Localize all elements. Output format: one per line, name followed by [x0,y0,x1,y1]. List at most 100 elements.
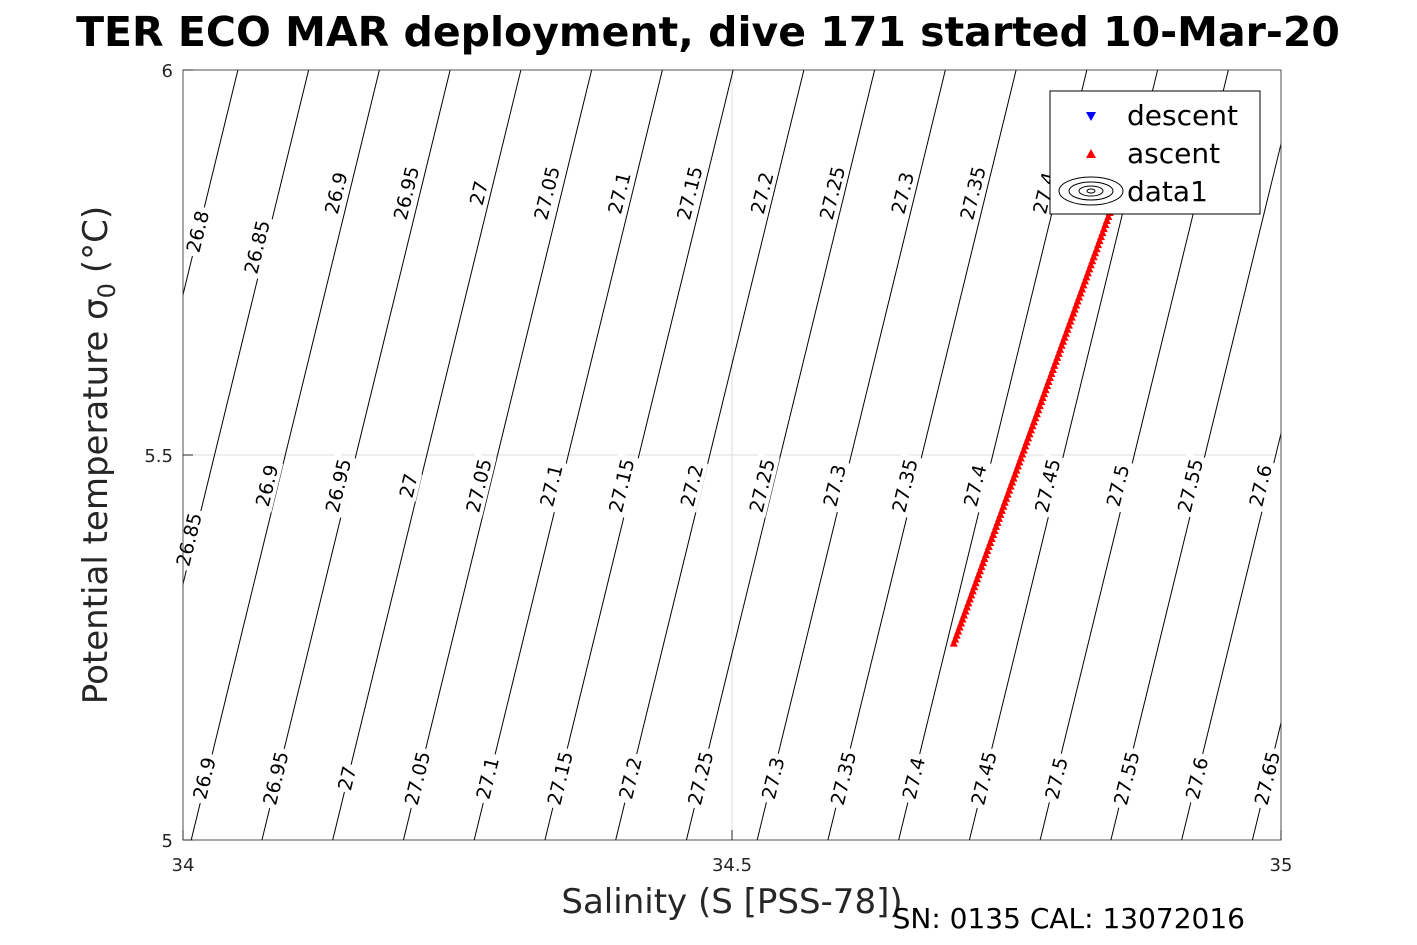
ascent-point [958,614,967,623]
ascent-point [1067,312,1076,321]
contour-label: 27 [394,469,423,502]
ascent-point [1082,272,1091,281]
ascent-point [961,606,970,615]
ascent-point [1069,308,1078,317]
ascent-point [992,521,1001,530]
ascent-point [1070,304,1079,313]
ascent-point [1045,373,1054,381]
ascent-point [1002,493,1011,502]
contour-label-bg [394,469,423,502]
contour-label-bg [187,751,221,806]
ascent-point [1038,393,1047,402]
ascent-point [981,550,990,559]
ascent-point [1079,280,1088,289]
contour-label-bg [743,453,780,518]
ascent-point [976,566,985,575]
legend-box [1049,90,1261,215]
ascent-point [1053,352,1062,361]
contour-label-bg [238,214,275,280]
contour-label-bg [1179,751,1214,806]
ascent-point [1032,409,1041,418]
contour-label-bg [1248,745,1285,811]
ascent-point [970,582,979,591]
ascent-point [1088,256,1097,265]
ascent-point [1041,385,1050,394]
grid-lines [183,70,1281,840]
ascent-point [1027,425,1036,434]
ascent-point [1037,397,1046,406]
ascent-point [1089,252,1098,261]
contour-label: 27 [464,176,493,210]
contour-label-bg [817,458,851,513]
contour-label-bg [180,204,215,259]
ascent-point [955,622,964,631]
ascent-point [997,505,1006,514]
contour-label-bg [1172,453,1208,518]
contour-label-bg [249,458,284,513]
ascent-point [978,558,987,567]
ascent-point [1024,433,1033,442]
ascent-point [1098,228,1107,237]
ascent-point [1092,244,1101,253]
ascent-point [1003,489,1012,498]
ascent-point [983,546,992,555]
ascent-point [1011,469,1020,478]
ascent-point [1059,336,1068,345]
ascent-point [1062,328,1071,337]
legend-data1-label: data1 [1127,175,1208,208]
contour-label-bg [170,507,207,572]
legend: descent ascent data1 [1049,90,1261,215]
y-axis-label: Potential temperature σ0 (°C) [76,206,121,704]
ascent-point [959,610,968,619]
ascent-point [993,517,1002,526]
ascent-point [1050,360,1059,369]
contour-line-26.8 [183,70,239,297]
y-tick-label: 5.5 [144,446,173,467]
contour-label-bg [671,160,708,226]
x-tick-label: 34 [172,855,195,876]
contour-label-bg [674,458,709,513]
ascent-point [1025,429,1034,438]
ascent-point [968,586,977,595]
ascent-point [1028,421,1037,430]
contour-label-bg [745,166,779,220]
ascent-point [1022,437,1031,446]
ascent-point [971,578,980,587]
ascent-point [989,529,998,538]
ascent-point [987,534,996,542]
ascent-point [984,542,993,551]
ascent-point [990,525,999,534]
ascent-point [1104,212,1113,220]
ascent-point [1009,473,1018,482]
ascent-point [957,618,966,627]
ascent-point [1096,232,1105,241]
ascent-point [974,570,983,579]
legend-contour-icon [1058,176,1124,206]
ascent-point [962,602,971,611]
contour-label-bg [470,751,504,806]
ascent-point [1086,260,1095,269]
ascent-point [1066,316,1075,325]
ascent-point [951,634,960,643]
ascent-point [1018,449,1027,458]
ascent-point [1015,457,1024,466]
ascent-point [949,638,958,647]
contour-label-bg [257,745,294,811]
contour-label-bg [603,453,640,518]
ascent-point [1064,320,1073,329]
ascent-point [952,630,961,639]
chart-title: TER ECO MAR deployment, dive 171 started… [76,8,1340,56]
contour-label-bg [528,160,565,226]
contour-label-bg [886,453,923,518]
y-axis-label-unit: (°C) [76,206,116,273]
ascent-point [965,594,974,603]
ascent-point [964,598,973,607]
ascent-point [1072,300,1081,309]
y-axis-label-sub: 0 [93,283,121,298]
contour-label-bg [320,453,356,518]
ascent-point [1102,216,1111,225]
ascent-point [1005,485,1014,494]
contour-label-bg [464,176,493,210]
